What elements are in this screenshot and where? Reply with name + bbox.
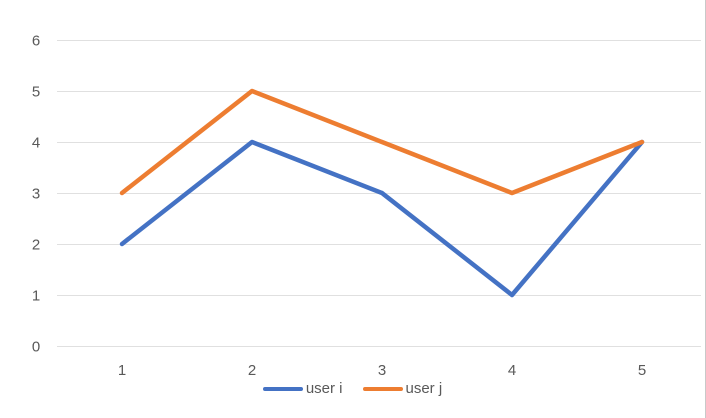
legend-label-user-i: user i bbox=[305, 380, 343, 397]
x-tick-label: 5 bbox=[638, 362, 646, 379]
series-line-user-i bbox=[119, 139, 645, 298]
x-tick-label: 1 bbox=[118, 362, 126, 379]
plot-area: 0 1 2 3 4 5 6 1 2 3 4 5 bbox=[32, 32, 701, 379]
legend-item-user-j[interactable]: user j bbox=[362, 380, 443, 397]
legend-label-user-j: user j bbox=[405, 380, 443, 397]
x-tick-label: 4 bbox=[508, 362, 516, 379]
y-tick-label: 1 bbox=[32, 287, 40, 304]
y-tick-label: 2 bbox=[32, 236, 40, 253]
y-tick-label: 4 bbox=[32, 134, 40, 151]
series-line-user-j bbox=[119, 88, 645, 196]
x-tick-label: 2 bbox=[248, 362, 256, 379]
legend-swatch-user-j bbox=[362, 387, 403, 391]
y-tick-label: 5 bbox=[32, 83, 40, 100]
y-tick-label: 6 bbox=[32, 32, 40, 49]
legend-item-user-i[interactable]: user i bbox=[262, 380, 343, 397]
chart-legend: user i user j bbox=[0, 381, 705, 397]
y-tick-label: 3 bbox=[32, 185, 40, 202]
y-tick-label: 0 bbox=[32, 338, 40, 355]
legend-swatch-user-i bbox=[262, 387, 303, 391]
x-tick-label: 3 bbox=[378, 362, 386, 379]
